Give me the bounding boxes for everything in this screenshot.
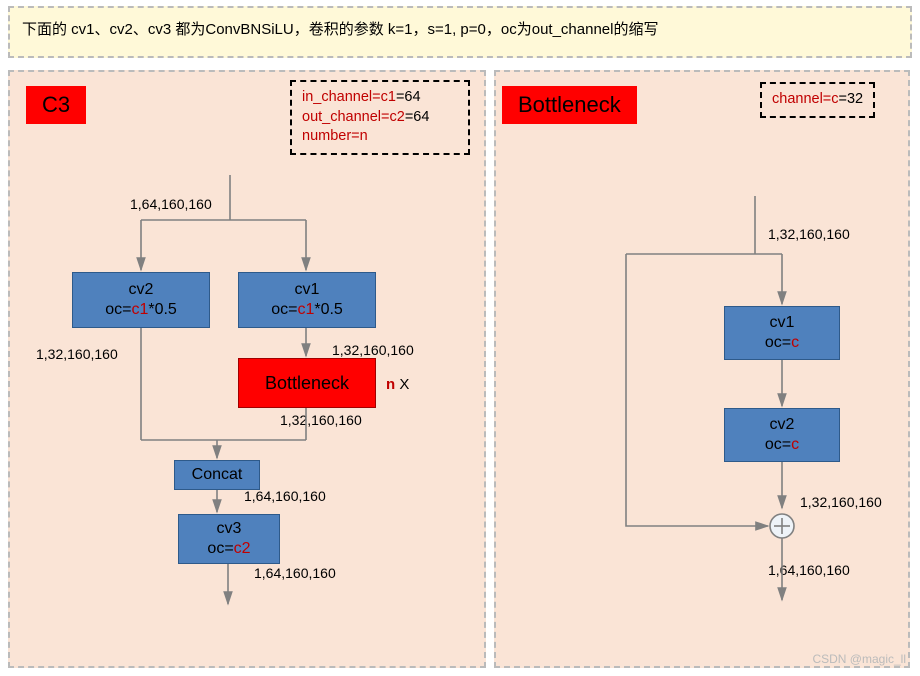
params-bottleneck: channel=c=32: [760, 82, 875, 118]
params-c3: in_channel=c1=64 out_channel=c2=64 numbe…: [290, 80, 470, 155]
node-bottleneck: Bottleneck: [238, 358, 376, 408]
tensor-left-cat: 1,64,160,160: [244, 488, 326, 504]
tensor-right-in: 1,32,160,160: [768, 226, 850, 242]
node-cv2-right: cv2 oc=c: [724, 408, 840, 462]
watermark: CSDN @magic_ll: [812, 652, 906, 666]
title-bottleneck: Bottleneck: [502, 86, 637, 124]
tensor-left-bn: 1,32,160,160: [280, 412, 362, 428]
tensor-right-out: 1,64,160,160: [768, 562, 850, 578]
tensor-left-out: 1,64,160,160: [254, 565, 336, 581]
panel-bottleneck: [494, 70, 910, 668]
node-concat: Concat: [174, 460, 260, 490]
title-c3: C3: [26, 86, 86, 124]
tensor-right-cv2: 1,32,160,160: [800, 494, 882, 510]
banner-text: 下面的 cv1、cv2、cv3 都为ConvBNSiLU，卷积的参数 k=1，s…: [22, 21, 658, 38]
n-times-label: n X: [386, 376, 409, 393]
node-cv3: cv3 oc=c2: [178, 514, 280, 564]
tensor-left-cv2: 1,32,160,160: [36, 346, 118, 362]
tensor-left-in: 1,64,160,160: [130, 196, 212, 212]
node-cv2-left: cv2 oc=c1*0.5: [72, 272, 210, 328]
node-cv1-right: cv1 oc=c: [724, 306, 840, 360]
tensor-left-cv1: 1,32,160,160: [332, 342, 414, 358]
banner: 下面的 cv1、cv2、cv3 都为ConvBNSiLU，卷积的参数 k=1，s…: [8, 6, 912, 58]
node-cv1-left: cv1 oc=c1*0.5: [238, 272, 376, 328]
